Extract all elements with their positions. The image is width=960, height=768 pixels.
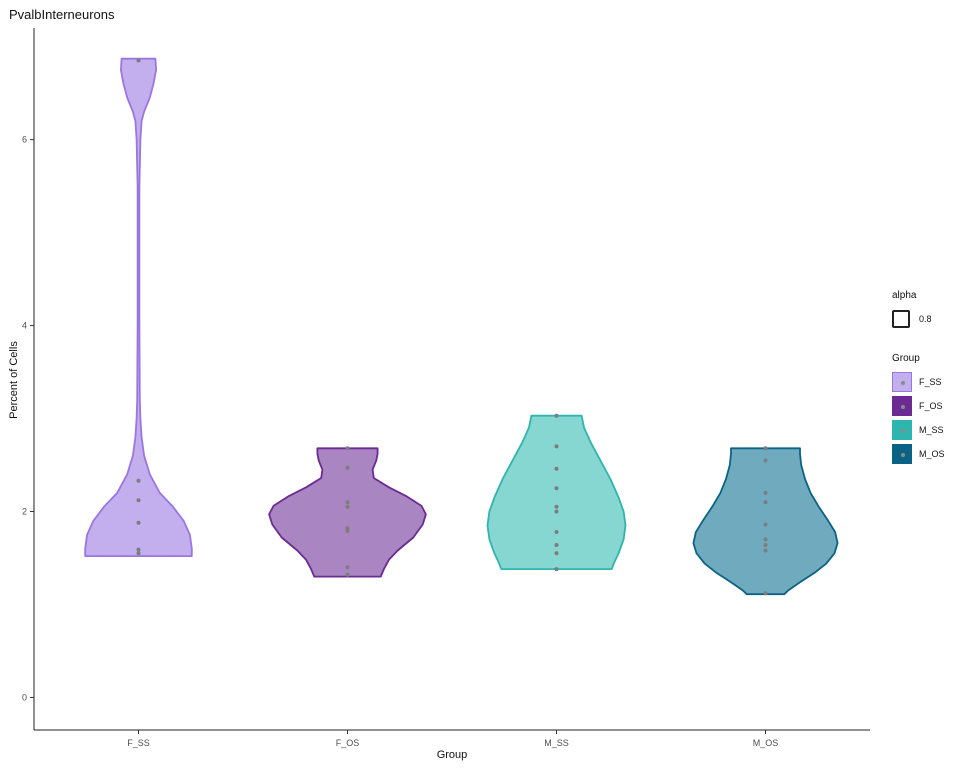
data-point (554, 486, 559, 491)
violin-m-os (692, 447, 839, 596)
legend-alpha-key (892, 310, 910, 328)
data-point (763, 543, 768, 547)
data-point (763, 522, 768, 527)
data-point (345, 526, 350, 531)
legend: alpha 0.8 Group F_SS F_OS M_SS M_OS (892, 290, 945, 466)
chart-title: PvalbInterneurons (9, 7, 115, 22)
legend-group-title: Group (892, 353, 920, 364)
legend-key-m-ss (892, 420, 912, 440)
data-point (763, 548, 768, 553)
data-point (554, 509, 559, 514)
data-point (345, 529, 350, 533)
data-point (136, 58, 141, 63)
legend-item-m-ss: M_SS (892, 418, 945, 442)
legend-key-m-os (892, 444, 912, 464)
legend-label-f-ss: F_SS (919, 377, 942, 387)
legend-alpha-title: alpha (892, 290, 917, 301)
y-ticks: 0 2 4 6 (22, 135, 34, 702)
y-tick-label: 2 (22, 506, 27, 516)
data-point (554, 567, 559, 572)
data-point (136, 547, 141, 552)
data-point (763, 591, 768, 596)
data-point (136, 498, 141, 503)
data-point (554, 551, 559, 556)
legend-key-f-ss (892, 372, 912, 392)
legend-item-m-os: M_OS (892, 442, 945, 466)
violin-f-ss (84, 57, 193, 557)
legend-item-f-ss: F_SS (892, 370, 945, 394)
legend-alpha-row: 0.8 (892, 307, 945, 331)
data-point (136, 551, 141, 556)
data-point (763, 490, 768, 495)
points-layer (136, 58, 768, 596)
data-point (345, 446, 350, 451)
legend-label-f-os: F_OS (919, 401, 943, 411)
x-axis-title: Group (436, 749, 468, 761)
data-point (136, 520, 141, 525)
y-tick-label: 0 (22, 692, 27, 702)
data-point (554, 504, 559, 509)
data-point (763, 500, 768, 505)
y-tick-label: 4 (22, 321, 27, 331)
x-tick-label: M_OS (753, 738, 779, 748)
y-axis-title: Percent of Cells (8, 341, 20, 419)
data-point (763, 458, 768, 463)
data-point (345, 500, 350, 505)
x-tick-label: F_OS (336, 738, 360, 748)
data-point (345, 504, 350, 509)
data-point (763, 446, 768, 451)
y-tick-label: 6 (22, 135, 27, 145)
violin-m-ss (486, 414, 627, 570)
x-tick-label: M_SS (544, 738, 569, 748)
data-point (345, 465, 350, 470)
data-point (345, 565, 350, 570)
legend-label-m-ss: M_SS (919, 425, 944, 435)
legend-item-f-os: F_OS (892, 394, 945, 418)
x-tick-label: F_SS (127, 738, 150, 748)
legend-label-m-os: M_OS (919, 449, 945, 459)
violins-layer (84, 57, 839, 596)
violin-f-os (268, 447, 427, 578)
data-point (136, 478, 141, 483)
data-point (554, 543, 559, 547)
data-point (554, 530, 559, 534)
legend-key-f-os (892, 396, 912, 416)
data-point (554, 466, 559, 471)
x-ticks: F_SS F_OS M_SS M_OS (127, 730, 778, 748)
data-point (345, 572, 350, 577)
data-point (554, 444, 559, 449)
data-point (763, 537, 768, 542)
legend-alpha-label: 0.8 (919, 314, 932, 324)
data-point (554, 413, 559, 418)
